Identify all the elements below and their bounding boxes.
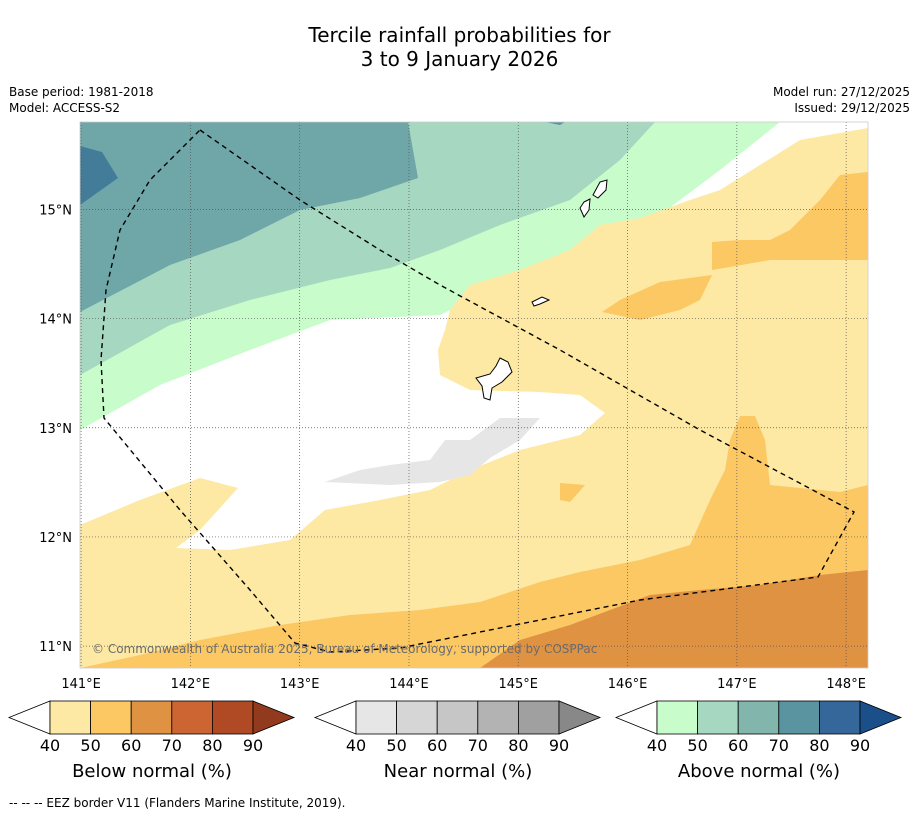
lon-tick-label: 148°E: [826, 677, 866, 692]
colorbar-segment: [518, 700, 560, 735]
lat-tick-label: 12°N: [39, 531, 72, 546]
colorbar-segment: [477, 700, 519, 735]
colorbar-segment: [396, 700, 438, 735]
title-line-1: Tercile rainfall probabilities for: [308, 23, 611, 47]
colorbar-tick-label: 70: [162, 736, 182, 755]
above-80-region: [80, 146, 118, 205]
lon-tick-label: 144°E: [389, 677, 429, 692]
near-40-region: [325, 418, 540, 485]
colorbar-tick-label: 50: [80, 736, 100, 755]
lon-tick-label: 141°E: [61, 677, 101, 692]
map-frame: [79, 121, 869, 669]
colorbar-tick-label: 40: [40, 736, 60, 755]
colorbar-tick-label: 90: [243, 736, 263, 755]
graticule: [80, 122, 868, 668]
copyright-text: © Commonwealth of Australia 2025, Bureau…: [92, 642, 597, 656]
colorbar-tick-label: 60: [728, 736, 748, 755]
colorbar-segment: [778, 700, 820, 735]
eez-footnote: -- -- -- EEZ border V11 (Flanders Marine…: [9, 796, 346, 810]
colorbar-tick-label: 90: [549, 736, 569, 755]
colorbar-segment: [90, 700, 132, 735]
colorbar-above-label: Above normal (%): [677, 761, 841, 782]
colorbar-tick-label: 60: [121, 736, 141, 755]
colorbar-segment: [697, 700, 739, 735]
lat-tick-label: 13°N: [39, 422, 72, 437]
base-period: Base period: 1981-2018: [9, 85, 154, 99]
rainfall-map: © Commonwealth of Australia 2025, Bureau…: [7, 121, 903, 755]
colorbar-tick-label: 60: [427, 736, 447, 755]
colorbar-segment: [819, 700, 861, 735]
colorbar-above: 40 50 60 70 80 90: [614, 700, 903, 755]
colorbar-tick-label: 50: [386, 736, 406, 755]
lat-tick-label: 15°N: [39, 203, 72, 218]
colorbar-tick-label: 80: [809, 736, 829, 755]
colorbar-extend-low: [313, 700, 357, 735]
colorbar-tick-label: 50: [687, 736, 707, 755]
colorbar-tick-label: 40: [346, 736, 366, 755]
colorbar-segment: [49, 700, 91, 735]
model-name: Model: ACCESS-S2: [9, 101, 121, 115]
below-60-region-center: [602, 275, 712, 320]
lon-tick-label: 143°E: [280, 677, 320, 692]
colorbar-tick-label: 90: [850, 736, 870, 755]
colorbar-extend-low: [7, 700, 51, 735]
colorbar-segment: [171, 700, 213, 735]
axis-ticks: 141°E 142°E 143°E 144°E 145°E 146°E 147°E 148°E…: [39, 203, 866, 692]
colorbar-below: 40 50 60 70 80 90: [7, 700, 296, 755]
colorbar-segment: [656, 700, 698, 735]
saipan-island: [592, 179, 608, 199]
islands: [475, 179, 608, 401]
lat-tick-label: 14°N: [39, 313, 72, 328]
colorbar-segment: [436, 700, 479, 735]
colorbar-extend-high: [252, 700, 296, 735]
colorbar-segment: [211, 700, 254, 735]
below-60-patch: [560, 483, 585, 502]
above-80-sliver: [545, 122, 565, 125]
colorbars: 40 50 60 70 80 90 40 50 60 70 80 90 40 50 60 70 80 90: [7, 700, 903, 755]
lon-tick-label: 142°E: [171, 677, 211, 692]
colorbar-tick-label: 80: [508, 736, 528, 755]
colorbar-extend-high: [859, 700, 903, 735]
below-60-region-east: [712, 172, 868, 270]
lon-tick-label: 145°E: [498, 677, 538, 692]
issued-date: Issued: 29/12/2025: [794, 101, 910, 115]
colorbar-segment: [355, 700, 397, 735]
colorbar-tick-label: 40: [647, 736, 667, 755]
colorbar-extend-low: [614, 700, 658, 735]
colorbar-extend-high: [558, 700, 602, 735]
colorbar-near-label: Near normal (%): [383, 761, 533, 782]
probability-shading: [80, 122, 868, 668]
colorbar-segment: [737, 700, 780, 735]
colorbar-tick-label: 80: [202, 736, 222, 755]
model-run: Model run: 27/12/2025: [772, 85, 910, 99]
colorbar-tick-label: 70: [769, 736, 789, 755]
above-70-region: [80, 122, 418, 312]
colorbar-below-label: Below normal (%): [72, 761, 232, 782]
lon-tick-label: 146°E: [608, 677, 648, 692]
lon-tick-label: 147°E: [717, 677, 757, 692]
below-50-region: [80, 128, 868, 668]
lat-tick-label: 11°N: [39, 640, 72, 655]
below-70-region: [480, 570, 868, 668]
colorbar-segment: [130, 700, 173, 735]
title-line-2: 3 to 9 January 2026: [360, 47, 559, 71]
tinian-island: [579, 198, 591, 219]
colorbar-tick-label: 70: [468, 736, 488, 755]
guam-island: [475, 357, 513, 401]
colorbar-near: 40 50 60 70 80 90: [313, 700, 602, 755]
rota-island: [531, 296, 551, 307]
